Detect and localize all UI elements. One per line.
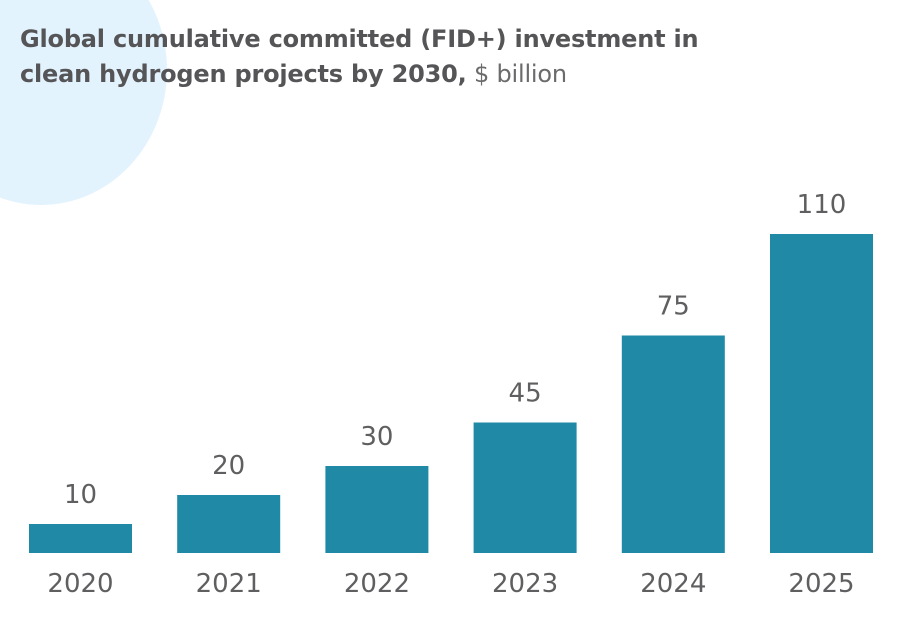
x-tick-label-2025: 2025 bbox=[788, 569, 854, 599]
x-tick-label-2022: 2022 bbox=[344, 569, 410, 599]
x-tick-label-2024: 2024 bbox=[640, 569, 706, 599]
data-label-2023: 45 bbox=[509, 379, 542, 409]
data-label-2021: 20 bbox=[212, 451, 245, 481]
data-label-2020: 10 bbox=[64, 480, 97, 510]
data-label-2024: 75 bbox=[657, 292, 690, 322]
data-label-2022: 30 bbox=[360, 422, 393, 452]
data-label-2025: 110 bbox=[797, 190, 847, 220]
bar-2024 bbox=[621, 335, 725, 553]
x-tick-label-2023: 2023 bbox=[492, 569, 558, 599]
chart-title: Global cumulative committed (FID+) inves… bbox=[20, 22, 740, 92]
chart-title-unit: $ billion bbox=[473, 60, 567, 88]
x-tick-label-2021: 2021 bbox=[196, 569, 262, 599]
chart-title-main: Global cumulative committed (FID+) inves… bbox=[20, 25, 699, 88]
bar-2020 bbox=[29, 524, 132, 553]
bar-2022 bbox=[325, 466, 429, 553]
bar-2025 bbox=[770, 234, 873, 553]
bar-2023 bbox=[473, 422, 577, 553]
x-tick-label-2020: 2020 bbox=[47, 569, 113, 599]
bar-2021 bbox=[177, 495, 281, 553]
